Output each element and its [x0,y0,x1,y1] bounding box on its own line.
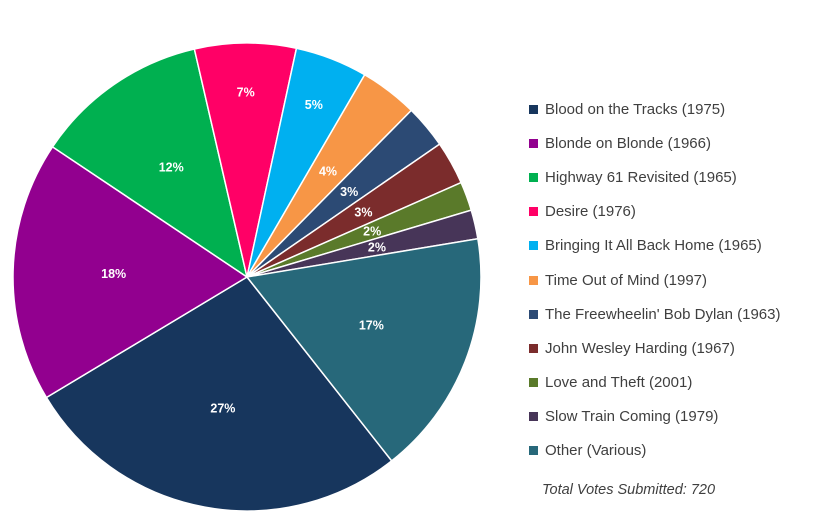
chart-legend: Blood on the Tracks (1975) Blonde on Blon… [529,92,781,468]
slice-label-11: 17% [359,319,384,333]
pie-slice-2 [12,145,249,399]
legend-label: Blood on the Tracks (1975) [545,100,726,118]
legend-label: The Freewheelin' Bob Dylan (1963) [545,305,781,323]
pie-slice-11 [245,237,482,462]
legend-item: John Wesley Harding (1967) [529,331,781,365]
legend-swatch [529,343,538,353]
legend-swatch [529,446,538,456]
legend-label: Time Out of Mind (1997) [545,271,708,289]
legend-swatch [529,275,538,285]
slice-label-5: 5% [305,98,323,112]
legend-item: Other (Various) [529,434,781,468]
legend-swatch [529,412,538,422]
legend-item: Blonde on Blonde (1966) [529,126,781,160]
legend-label: Bringing It All Back Home (1965) [545,237,762,255]
legend-item: Time Out of Mind (1997) [529,263,781,297]
legend-item: Love and Theft (2001) [529,366,781,400]
slice-label-10: 2% [368,240,386,254]
legend-label: Other (Various) [545,442,647,460]
slice-label-9: 2% [363,224,381,238]
slice-label-3: 12% [159,161,184,175]
slice-label-6: 4% [319,165,337,179]
legend-item: Slow Train Coming (1979) [529,400,781,434]
legend-item: Desire (1976) [529,195,781,229]
legend-label: Love and Theft (2001) [545,374,693,392]
pie-slice-1 [45,276,393,512]
slice-label-4: 7% [237,86,255,100]
legend-swatch [529,172,538,182]
legend-swatch [529,309,538,319]
legend-label: Blonde on Blonde (1966) [545,134,711,152]
total-votes-note: Total Votes Submitted: 720 [542,482,716,498]
legend-swatch [529,207,538,217]
legend-item: Blood on the Tracks (1975) [529,92,781,126]
legend-item: The Freewheelin' Bob Dylan (1963) [529,297,781,331]
legend-swatch [529,138,538,148]
pie-slice-4 [193,42,298,278]
legend-swatch [529,378,538,388]
slice-label-7: 3% [340,185,358,199]
legend-label: Highway 61 Revisited (1965) [545,168,737,186]
pie-slice-3 [51,48,249,279]
legend-label: Desire (1976) [545,203,636,221]
legend-swatch [529,241,538,251]
slice-label-1: 27% [210,402,235,416]
legend-label: John Wesley Harding (1967) [545,339,735,357]
legend-item: Bringing It All Back Home (1965) [529,229,781,263]
legend-item: Highway 61 Revisited (1965) [529,160,781,194]
slice-label-8: 3% [354,205,372,219]
slice-label-2: 18% [101,267,126,281]
legend-swatch [529,104,538,114]
legend-label: Slow Train Coming (1979) [545,408,719,426]
